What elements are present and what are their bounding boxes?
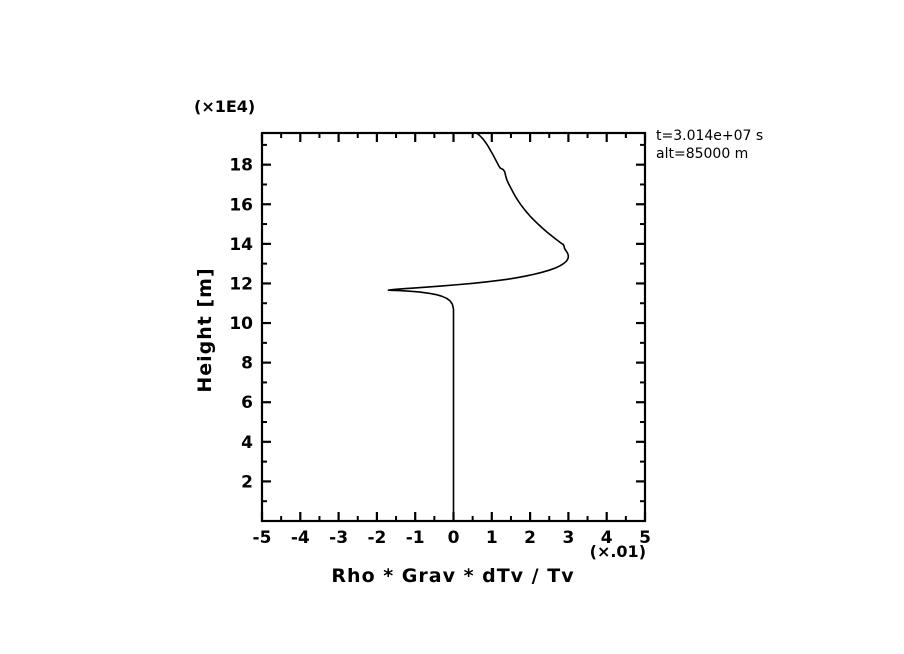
annotation-altitude: alt=85000 m [656, 146, 748, 162]
x-axis-ticks [260, 133, 647, 521]
y-tick-label: 10 [229, 314, 253, 334]
y-tick-label: 2 [241, 472, 253, 492]
y-axis-ticks [262, 143, 645, 503]
x-tick-label: 1 [486, 528, 498, 548]
x-tick-label: -4 [291, 528, 310, 548]
x-tick-label: -1 [406, 528, 425, 548]
y-tick-label: 6 [241, 393, 253, 413]
x-tick-label: -3 [329, 528, 348, 548]
annotation-time: t=3.014e+07 s [656, 128, 763, 144]
y-tick-label: 4 [241, 433, 253, 453]
y-tick-label: 14 [229, 235, 253, 255]
y-tick-label: 12 [229, 274, 253, 294]
y-tick-label: 18 [229, 156, 253, 176]
x-tick-label: 5 [639, 528, 651, 548]
x-tick-label: -5 [253, 528, 272, 548]
y-axis-tick-labels: 2 4 6 8 10 12 14 16 18 [229, 156, 253, 493]
x-tick-label: -2 [367, 528, 386, 548]
x-axis-title: Rho * Grav * dTv / Tv [331, 565, 574, 587]
x-tick-label: 0 [448, 528, 460, 548]
x-tick-label: 3 [562, 528, 574, 548]
x-tick-label: 4 [601, 528, 613, 548]
x-axis-exponent-label: (×.01) [590, 542, 646, 561]
x-axis-tick-labels: -5 -4 -3 -2 -1 0 1 2 3 4 5 [253, 528, 651, 548]
y-axis-title: Height [m] [194, 267, 216, 392]
data-curve [387, 132, 570, 515]
y-tick-label: 8 [241, 354, 253, 374]
y-tick-label: 16 [229, 195, 253, 215]
x-tick-label: 2 [524, 528, 536, 548]
y-axis-exponent-label: (×1E4) [194, 97, 255, 116]
